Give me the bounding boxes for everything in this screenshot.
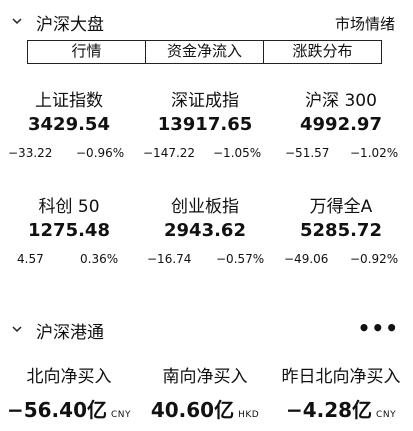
flow-name: 南向净买入	[162, 367, 248, 387]
index-pct: −0.96%	[76, 146, 125, 160]
index-card-csi300[interactable]: 沪深 300 4992.97 −51.57 −1.02%	[272, 86, 410, 166]
index-name: 沪深 300	[305, 91, 377, 111]
index-value: 3429.54	[28, 114, 110, 135]
more-options-icon[interactable]: •••	[357, 316, 399, 340]
index-change: −51.57	[285, 146, 330, 160]
index-card-wind-a[interactable]: 万得全A 5285.72 −49.06 −0.92%	[272, 192, 410, 272]
index-pct: −1.05%	[213, 146, 262, 160]
flow-card-northbound[interactable]: 北向净买入 −56.40亿 CNY	[0, 362, 138, 422]
flow-value: −56.40亿	[6, 398, 107, 422]
flow-name: 昨日北向净买入	[281, 367, 401, 387]
index-card-star50[interactable]: 科创 50 1275.48 4.57 0.36%	[0, 192, 138, 272]
index-row: 科创 50 1275.48 4.57 0.36% 创业板指 2943.62 −1…	[0, 192, 413, 272]
flow-value-wrap: 40.60亿 HKD	[136, 394, 274, 423]
chevron-down-icon[interactable]	[10, 322, 24, 336]
index-pct: 0.36%	[80, 252, 119, 266]
index-change: −147.22	[143, 146, 196, 160]
connect-section-header[interactable]: 沪深港通 •••	[0, 314, 413, 344]
flow-unit: HKD	[238, 410, 260, 420]
index-name: 创业板指	[171, 197, 239, 217]
index-card-chinext[interactable]: 创业板指 2943.62 −16.74 −0.57%	[136, 192, 274, 272]
index-change: −33.22	[8, 146, 53, 160]
index-value: 13917.65	[157, 114, 253, 135]
flow-unit: CNY	[376, 410, 397, 420]
flow-card-northbound-yesterday[interactable]: 昨日北向净买入 −4.28亿 CNY	[272, 362, 410, 422]
index-card-sse[interactable]: 上证指数 3429.54 −33.22 −0.96%	[0, 86, 138, 166]
flow-unit: CNY	[111, 410, 132, 420]
index-card-szse[interactable]: 深证成指 13917.65 −147.22 −1.05%	[136, 86, 274, 166]
index-change: −49.06	[284, 252, 329, 266]
market-section-header[interactable]: 沪深大盘 市场情绪	[0, 6, 413, 36]
index-value: 5285.72	[300, 220, 382, 241]
flow-value: −4.28亿	[285, 398, 373, 422]
tab-quotes[interactable]: 行情	[28, 41, 146, 63]
market-sentiment-link[interactable]: 市场情绪	[334, 15, 395, 33]
tab-net-inflow[interactable]: 资金净流入	[146, 41, 264, 63]
index-name: 科创 50	[38, 197, 100, 217]
market-tabs: 行情 资金净流入 涨跌分布	[27, 40, 382, 64]
flow-name: 北向净买入	[26, 367, 112, 387]
flow-card-southbound[interactable]: 南向净买入 40.60亿 HKD	[136, 362, 274, 422]
tab-distribution[interactable]: 涨跌分布	[292, 42, 353, 60]
index-pct: −0.92%	[350, 252, 399, 266]
index-change: 4.57	[17, 252, 44, 266]
index-value: 2943.62	[164, 220, 246, 241]
index-pct: −1.02%	[350, 146, 399, 160]
index-name: 万得全A	[309, 197, 373, 217]
index-name: 上证指数	[35, 91, 103, 111]
index-value: 1275.48	[28, 220, 110, 241]
index-change: −16.74	[147, 252, 192, 266]
connect-section-title: 沪深港通	[36, 323, 104, 343]
market-section-title: 沪深大盘	[36, 15, 104, 35]
flow-value-wrap: −4.28亿 CNY	[272, 394, 410, 423]
index-row: 上证指数 3429.54 −33.22 −0.96% 深证成指 13917.65…	[0, 86, 413, 166]
index-pct: −0.57%	[216, 252, 265, 266]
flow-value: 40.60亿	[150, 398, 235, 422]
index-name: 深证成指	[171, 91, 239, 111]
chevron-down-icon[interactable]	[10, 14, 24, 28]
flow-value-wrap: −56.40亿 CNY	[0, 394, 138, 423]
index-value: 4992.97	[300, 114, 382, 135]
